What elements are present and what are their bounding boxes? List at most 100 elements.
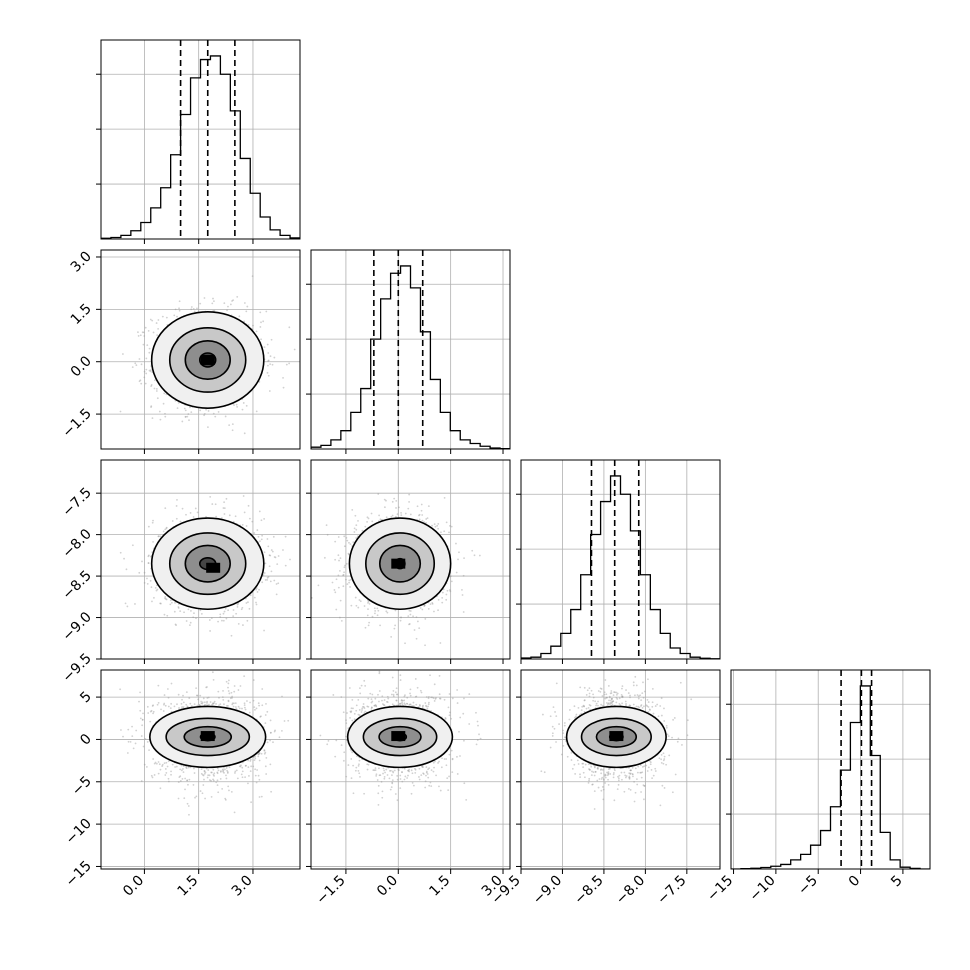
sample-point — [255, 330, 258, 333]
sample-point — [164, 774, 167, 776]
sample-point — [458, 551, 460, 554]
sample-point — [340, 619, 343, 622]
sample-point — [326, 533, 329, 536]
sample-point — [131, 544, 134, 547]
sample-point — [200, 702, 203, 705]
sample-point — [205, 408, 207, 411]
sample-point — [421, 514, 424, 516]
sample-point — [137, 331, 139, 334]
sample-point — [431, 601, 434, 604]
sample-point — [173, 314, 176, 317]
sample-point — [224, 415, 227, 418]
sample-point — [190, 306, 193, 308]
sample-point — [255, 410, 258, 413]
sample-point — [257, 535, 260, 538]
sample-point — [195, 617, 197, 620]
sample-point — [349, 586, 351, 588]
sample-point — [156, 334, 159, 337]
sample-point — [233, 404, 235, 406]
sample-point — [258, 778, 261, 781]
panel-frame — [520, 459, 721, 660]
sample-point — [230, 691, 233, 694]
sample-point — [257, 774, 260, 777]
sample-point — [337, 554, 340, 557]
sample-point — [188, 419, 190, 422]
sample-point — [351, 508, 354, 511]
sample-point — [164, 507, 167, 510]
sample-point — [242, 402, 245, 404]
sample-point — [245, 310, 248, 313]
sample-point — [190, 610, 192, 612]
y-tick-label: 1.5 — [68, 301, 95, 328]
sample-point — [209, 701, 212, 703]
sample-point — [155, 589, 158, 592]
sample-point — [214, 503, 217, 506]
sample-point — [161, 315, 164, 318]
sample-point — [266, 576, 269, 579]
sample-point — [421, 519, 424, 522]
contour-middle — [365, 532, 436, 596]
sample-point — [196, 511, 199, 514]
sample-point — [159, 602, 162, 605]
scatter-panel-1-2 — [306, 459, 511, 664]
sample-point — [261, 704, 264, 707]
sample-point — [187, 413, 190, 415]
sample-point — [214, 415, 217, 418]
sample-point — [171, 520, 174, 522]
sample-point — [183, 611, 185, 614]
sample-point — [449, 524, 451, 527]
sample-point — [148, 347, 151, 350]
sample-point — [144, 326, 147, 329]
sample-point — [268, 390, 271, 392]
sample-point — [226, 663, 228, 665]
sample-point — [125, 568, 128, 571]
sample-point — [143, 376, 146, 379]
histogram-step — [311, 265, 510, 449]
sample-point — [189, 621, 192, 624]
sample-point — [211, 302, 214, 305]
sample-point — [119, 410, 122, 413]
sample-point — [368, 621, 371, 624]
sample-point — [236, 777, 239, 780]
sample-point — [245, 602, 248, 604]
sample-point — [367, 517, 370, 520]
sample-point — [268, 565, 271, 568]
sample-point — [393, 497, 396, 500]
x-tick-label: −10 — [747, 873, 779, 905]
sample-point — [139, 334, 142, 337]
sample-point — [165, 462, 167, 464]
sample-point — [178, 300, 181, 303]
sample-point — [227, 690, 230, 692]
sample-point — [126, 752, 129, 754]
sample-point — [346, 583, 349, 586]
sample-point — [277, 555, 280, 557]
sample-point — [478, 554, 481, 557]
sample-point — [334, 558, 337, 561]
sample-point — [418, 627, 421, 630]
histogram-step — [521, 475, 720, 659]
sample-point — [423, 604, 426, 607]
sample-point — [153, 774, 156, 776]
sample-point — [181, 706, 183, 708]
sample-point — [357, 519, 359, 522]
sample-point — [243, 432, 246, 435]
sample-point — [147, 525, 150, 528]
sample-point — [366, 516, 369, 519]
sample-point — [232, 609, 235, 611]
contour-core — [198, 352, 217, 368]
sample-point — [143, 581, 146, 584]
sample-point — [147, 329, 150, 332]
sample-point — [463, 557, 465, 560]
sample-point — [275, 593, 278, 596]
sample-point — [418, 518, 421, 521]
contour-middle — [168, 327, 247, 393]
sample-point — [247, 504, 250, 507]
sample-point — [449, 590, 452, 593]
sample-point — [212, 779, 215, 782]
sample-point — [175, 505, 178, 507]
sample-point — [258, 759, 261, 762]
sample-point — [146, 583, 149, 585]
sample-point — [205, 515, 207, 518]
sample-point — [266, 578, 269, 581]
sample-point — [260, 321, 262, 324]
